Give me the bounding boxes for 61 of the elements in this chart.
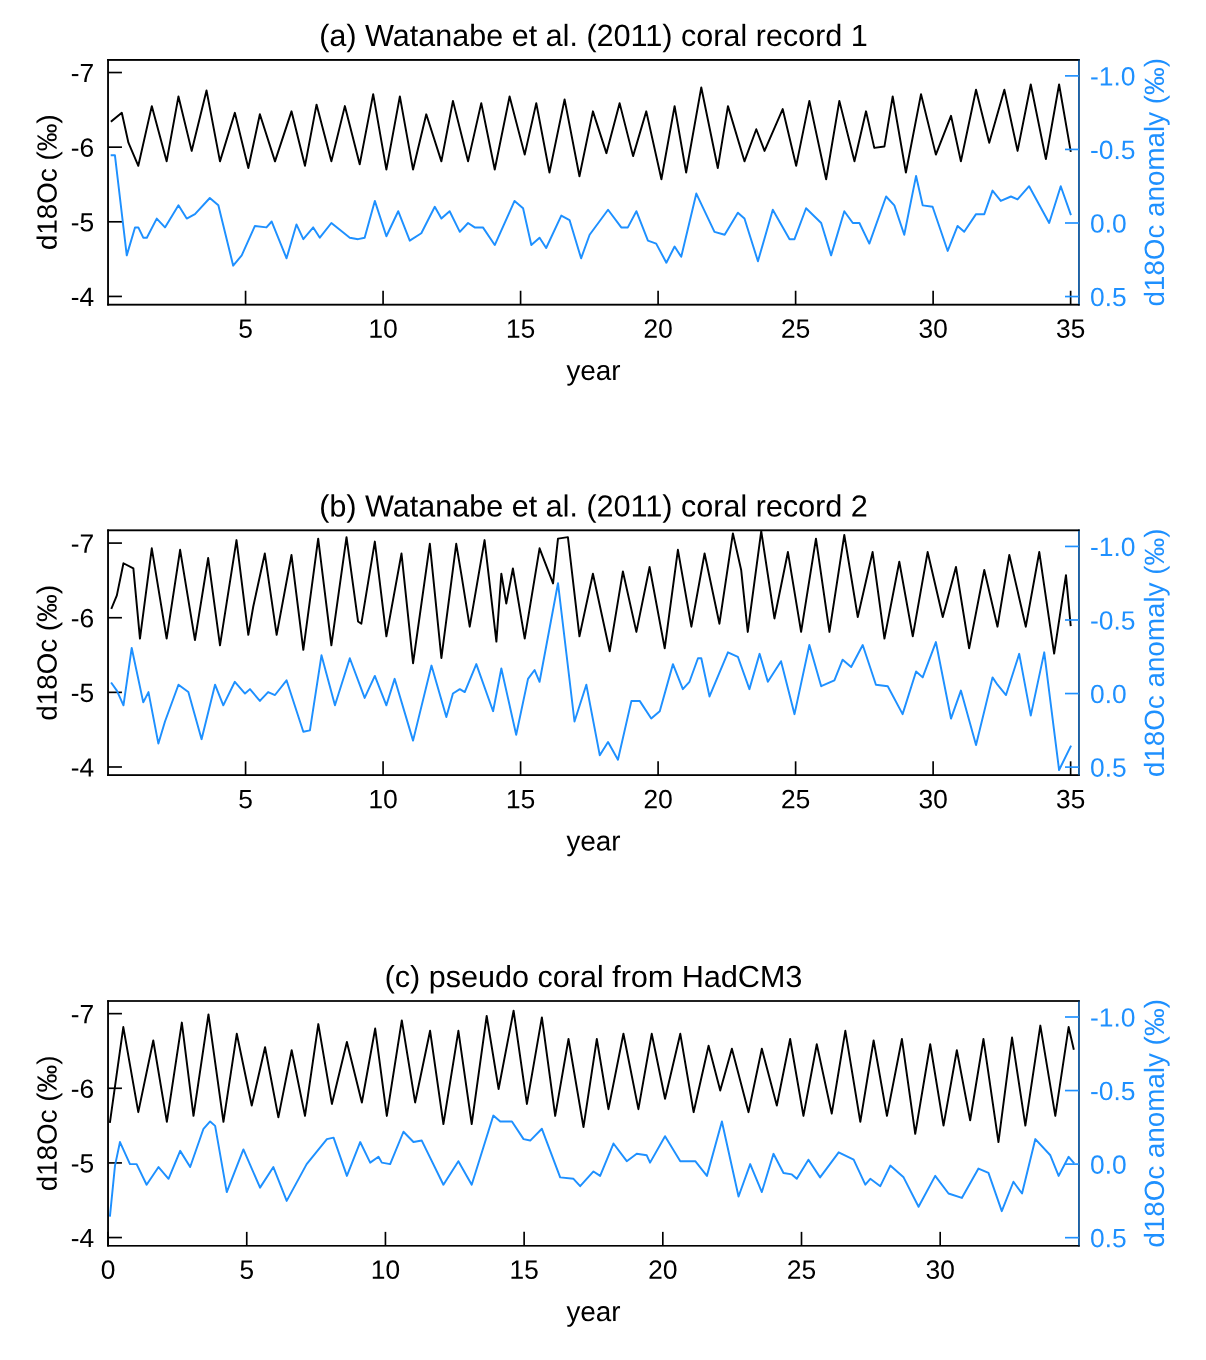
y2-tick-label: 0.5 <box>1091 287 1126 307</box>
y-tick-label: -6 <box>71 138 94 157</box>
x-tick-label: 25 <box>782 319 810 338</box>
x-tick-label: 15 <box>511 1260 538 1280</box>
x-tick-label: 10 <box>372 1260 400 1280</box>
y2-axis-title: d18Oc anomaly (‰) <box>1143 59 1170 306</box>
y2-tick-label: -1.0 <box>1091 1008 1135 1027</box>
y2-tick-label: 0.5 <box>1091 758 1126 777</box>
chart-title: (b) Watanabe et al. (2011) coral record 2 <box>321 494 867 523</box>
x-tick-label: 25 <box>788 1260 816 1280</box>
y-tick-label: -5 <box>71 683 94 703</box>
x-tick-label: 15 <box>507 790 535 809</box>
x-tick-label: 20 <box>649 1260 677 1280</box>
y-tick-label: -4 <box>71 1228 94 1248</box>
x-tick-label: 0 <box>101 1260 115 1280</box>
y-tick-label: -4 <box>71 287 94 306</box>
y-tick-label: -4 <box>71 758 94 777</box>
chart-title: (c) pseudo coral from HadCM3 <box>386 964 802 994</box>
y-tick-label: -6 <box>71 1079 94 1099</box>
x-axis-title: year <box>566 364 621 386</box>
y2-axis-title: d18Oc anomaly (‰) <box>1143 530 1170 776</box>
y2-tick-label: -1.0 <box>1091 67 1135 86</box>
y2-tick-label: -0.5 <box>1091 1081 1135 1101</box>
x-tick-label: 20 <box>644 319 672 338</box>
y2-tick-label: -0.5 <box>1091 140 1135 160</box>
line-series <box>109 1114 1075 1217</box>
y2-tick-label: -1.0 <box>1091 537 1135 557</box>
x-tick-label: 30 <box>926 1260 954 1280</box>
x-tick-label: 15 <box>507 319 535 338</box>
y-tick-label: -5 <box>71 1154 94 1173</box>
y-tick-label: -7 <box>71 1005 93 1024</box>
y2-tick-label: 0.0 <box>1091 214 1126 233</box>
y2-tick-label: -0.5 <box>1091 611 1135 630</box>
chart-title: (a) Watanabe et al. (2011) coral record 1 <box>321 23 867 53</box>
y2-tick-label: 0.0 <box>1091 1155 1126 1174</box>
y2-axis-title: d18Oc anomaly (‰) <box>1143 1000 1170 1247</box>
y-axis-title: d18Oc (‰) <box>36 1057 63 1191</box>
x-tick-label: 35 <box>1056 319 1085 338</box>
y-tick-label: -7 <box>71 534 93 553</box>
line-series <box>110 582 1072 772</box>
x-tick-label: 30 <box>919 319 947 338</box>
x-tick-label: 5 <box>240 1260 253 1280</box>
x-tick-label: 5 <box>239 790 252 809</box>
y2-tick-label: 0.5 <box>1091 1228 1126 1248</box>
y-tick-label: -6 <box>71 608 94 628</box>
x-tick-label: 10 <box>370 319 397 338</box>
line-series <box>110 83 1072 181</box>
x-axis-title: year <box>566 1306 621 1327</box>
y2-tick-label: 0.0 <box>1091 684 1126 704</box>
x-tick-label: 20 <box>644 789 672 809</box>
y-tick-label: -5 <box>71 213 94 232</box>
x-tick-label: 5 <box>239 319 252 338</box>
x-tick-label: 35 <box>1056 789 1085 809</box>
y-axis-title: d18Oc (‰) <box>36 116 63 249</box>
line-series <box>110 154 1072 267</box>
x-axis-title: year <box>566 835 621 857</box>
x-tick-label: 10 <box>370 789 397 809</box>
y-tick-label: -7 <box>71 63 93 83</box>
y-axis-title: d18Oc (‰) <box>36 586 63 720</box>
x-tick-label: 30 <box>919 789 947 809</box>
x-tick-label: 25 <box>782 789 810 809</box>
